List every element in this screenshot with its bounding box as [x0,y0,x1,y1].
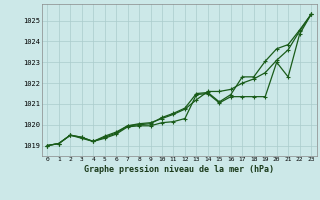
X-axis label: Graphe pression niveau de la mer (hPa): Graphe pression niveau de la mer (hPa) [84,165,274,174]
